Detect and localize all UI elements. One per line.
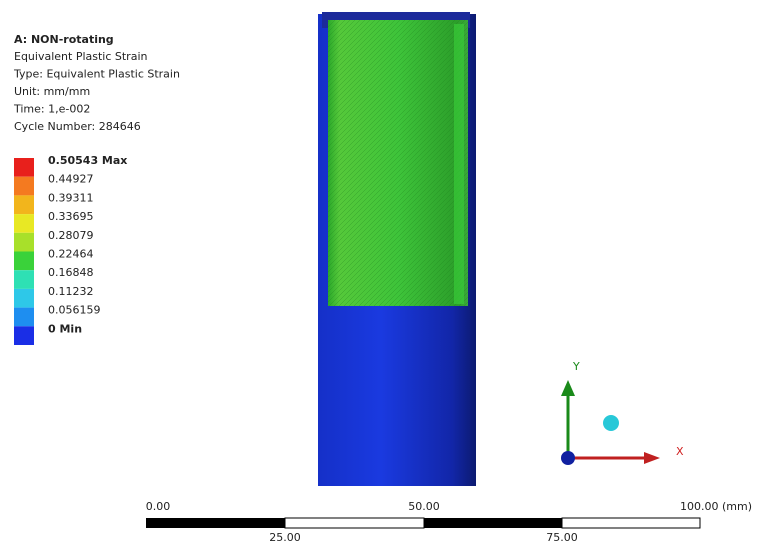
legend-swatch [14,233,34,252]
legend-swatch [14,195,34,214]
legend-label: 0.16848 [48,266,94,279]
scale-bar: 0.00 50.00 100.00 (mm) 25.00 75.00 [146,500,752,544]
legend-label: 0 Min [48,322,82,335]
header-line: Cycle Number: 284646 [14,120,141,133]
scale-label: 50.00 [408,500,440,513]
scale-label: 100.00 (mm) [680,500,752,513]
scale-label: 75.00 [546,531,578,544]
legend-swatch [14,289,34,308]
legend-label: 0.056159 [48,304,101,317]
legend-label: 0.44927 [48,173,94,186]
legend-label: 0.11232 [48,285,94,298]
header-line: Unit: mm/mm [14,85,90,98]
legend-swatch [14,214,34,233]
legend-label: 0.22464 [48,248,94,261]
scale-label: 0.00 [146,500,171,513]
legend-swatch [14,326,34,345]
model [318,12,476,486]
header-line: Time: 1,e-002 [13,103,90,116]
page: A: NON-rotating Equivalent Plastic Strai… [0,0,761,544]
mesh [328,20,468,306]
edge-band [454,24,464,304]
legend-swatch [14,308,34,327]
legend-label: 0.33695 [48,210,94,223]
header-line: Type: Equivalent Plastic Strain [13,68,180,81]
legend-label: 0.50543 Max [48,154,127,167]
viewport: A: NON-rotating Equivalent Plastic Strai… [0,0,761,544]
header-line: Equivalent Plastic Strain [14,50,148,63]
triad: Y X [561,360,684,465]
legend-swatch [14,252,34,271]
legend-label: 0.28079 [48,229,94,242]
legend-swatch [14,270,34,289]
title: A: NON-rotating [14,33,114,46]
x-axis-label: X [676,445,684,458]
legend-swatch [14,177,34,196]
y-axis-label: Y [572,360,580,373]
scale-label: 25.00 [269,531,301,544]
legend-label: 0.39311 [48,191,94,204]
legend-swatch [14,158,34,177]
